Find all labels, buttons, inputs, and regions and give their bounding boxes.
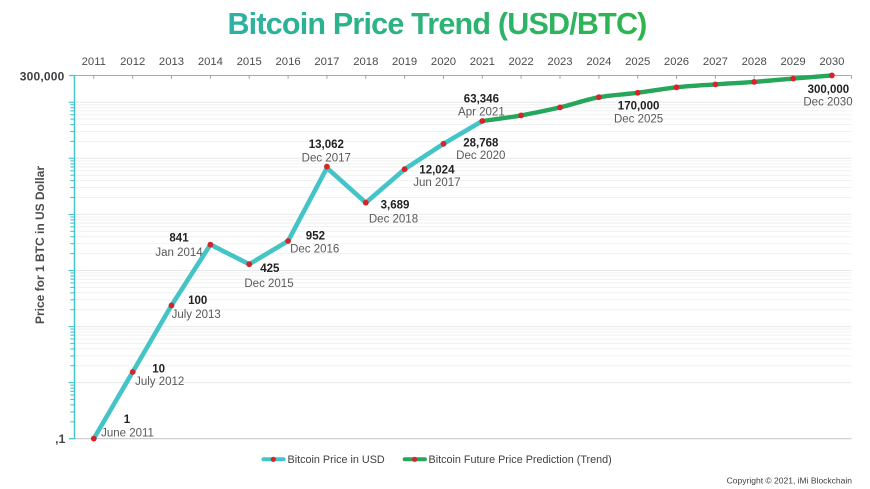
svg-text:Bitcoin Price Trend (USD/BTC): Bitcoin Price Trend (USD/BTC): [227, 7, 646, 41]
svg-text:2020: 2020: [431, 56, 456, 68]
svg-text:2017: 2017: [314, 56, 339, 68]
svg-text:Price for 1 BTC in US Dollar: Price for 1 BTC in US Dollar: [33, 166, 47, 324]
svg-text:952: 952: [306, 231, 325, 243]
svg-text:Dec 2025: Dec 2025: [614, 113, 663, 125]
svg-text:13,062: 13,062: [309, 139, 344, 151]
svg-text:June 2011: June 2011: [101, 428, 154, 440]
svg-text:3,689: 3,689: [381, 200, 410, 212]
svg-text:Dec 2018: Dec 2018: [369, 213, 418, 225]
svg-text:1: 1: [124, 414, 131, 426]
svg-text:July 2012: July 2012: [135, 376, 184, 388]
svg-text:2019: 2019: [392, 56, 417, 68]
svg-text:2014: 2014: [198, 56, 223, 68]
svg-text:63,346: 63,346: [464, 94, 499, 106]
svg-text:Dec 2030: Dec 2030: [803, 96, 852, 108]
svg-text:2012: 2012: [120, 56, 145, 68]
svg-text:2029: 2029: [781, 56, 806, 68]
svg-text:Dec 2017: Dec 2017: [302, 153, 351, 165]
svg-text:2030: 2030: [819, 56, 844, 68]
svg-text:425: 425: [260, 263, 280, 275]
svg-text:Apr 2021: Apr 2021: [458, 106, 505, 118]
svg-text:300,000: 300,000: [20, 69, 65, 83]
svg-text:2018: 2018: [353, 56, 378, 68]
svg-text:Dec 2016: Dec 2016: [290, 244, 339, 256]
svg-text:2013: 2013: [159, 56, 184, 68]
svg-text:100: 100: [188, 295, 207, 307]
svg-text:300,000: 300,000: [808, 84, 850, 96]
svg-text:,1: ,1: [55, 432, 66, 446]
svg-text:2028: 2028: [742, 56, 767, 68]
svg-text:28,768: 28,768: [463, 138, 499, 150]
svg-text:2016: 2016: [276, 56, 301, 68]
svg-text:Jun 2017: Jun 2017: [413, 177, 460, 189]
svg-text:Copyright © 2021, iMi Blockcha: Copyright © 2021, iMi Blockchain: [727, 476, 853, 486]
svg-text:July 2013: July 2013: [172, 309, 221, 321]
svg-text:170,000: 170,000: [618, 100, 660, 112]
svg-text:2027: 2027: [703, 56, 728, 68]
svg-text:2023: 2023: [547, 56, 572, 68]
svg-text:10: 10: [152, 363, 165, 375]
svg-text:841: 841: [169, 233, 189, 245]
svg-text:2025: 2025: [625, 56, 650, 68]
svg-text:Dec 2015: Dec 2015: [244, 278, 293, 290]
svg-text:2015: 2015: [237, 56, 262, 68]
svg-text:Bitcoin Price in USD: Bitcoin Price in USD: [288, 454, 385, 466]
svg-text:Dec 2020: Dec 2020: [456, 150, 505, 162]
svg-text:Bitcoin Future Price Predictio: Bitcoin Future Price Prediction (Trend): [429, 454, 612, 466]
svg-text:2026: 2026: [664, 56, 689, 68]
svg-text:2021: 2021: [470, 56, 495, 68]
svg-text:2022: 2022: [509, 56, 534, 68]
svg-text:2024: 2024: [586, 56, 611, 68]
svg-text:12,024: 12,024: [419, 165, 455, 177]
svg-text:Jan 2014: Jan 2014: [155, 247, 203, 259]
svg-text:2011: 2011: [82, 56, 106, 68]
